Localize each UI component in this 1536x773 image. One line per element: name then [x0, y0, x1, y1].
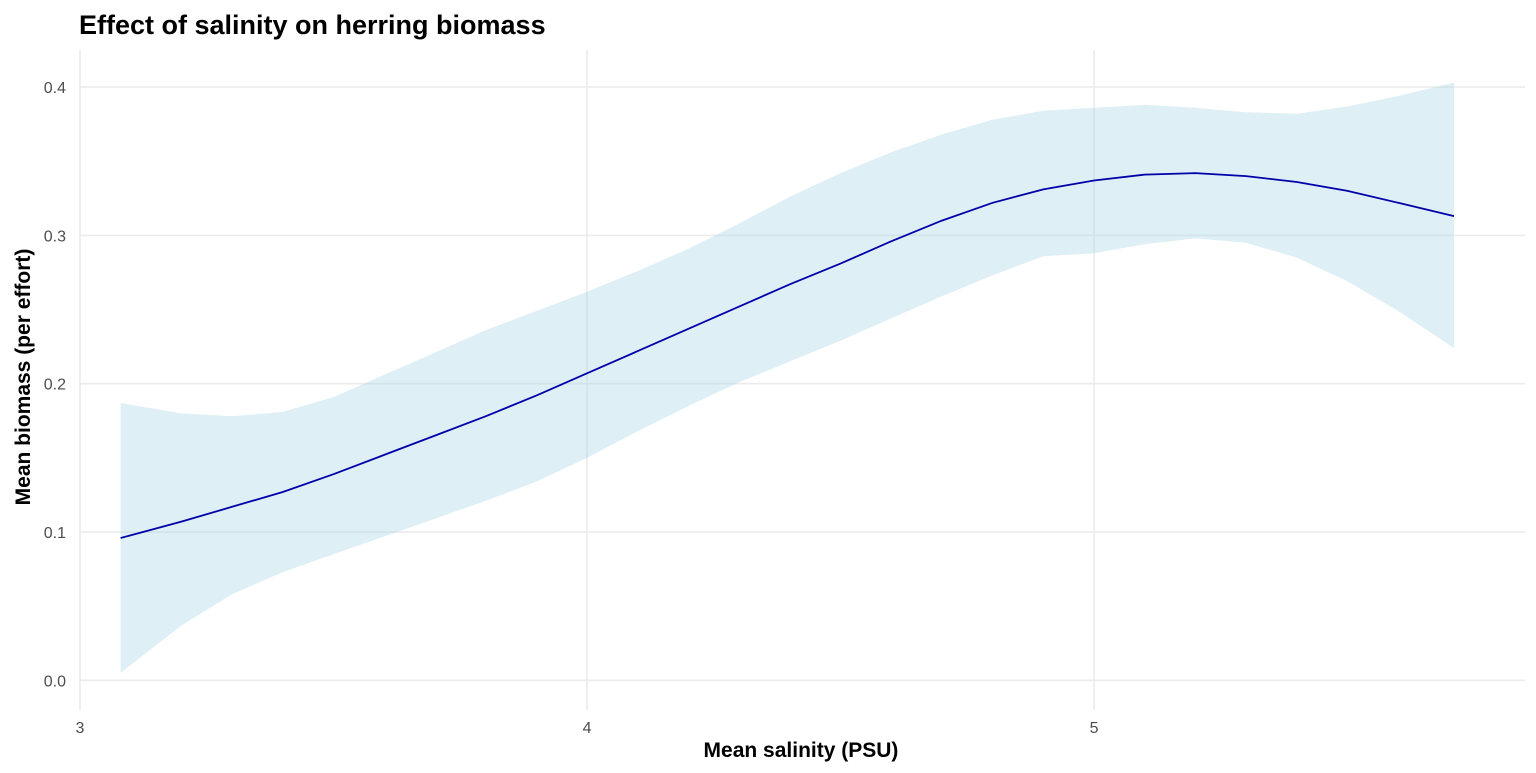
y-axis-title: Mean biomass (per effort) — [12, 249, 35, 506]
x-axis-title: Mean salinity (PSU) — [704, 739, 899, 762]
x-tick-label: 3 — [76, 720, 85, 737]
confidence-ribbon — [120, 82, 1455, 673]
x-axis-ticks: 3 4 5 — [76, 720, 1099, 737]
y-tick-label: 0.3 — [44, 228, 66, 245]
x-tick-label: 4 — [583, 720, 592, 737]
y-tick-label: 0.0 — [44, 673, 66, 690]
y-axis-ticks: 0.0 0.1 0.2 0.3 0.4 — [44, 80, 66, 690]
y-tick-label: 0.1 — [44, 525, 66, 542]
chart-title: Effect of salinity on herring biomass — [79, 10, 546, 40]
grid — [79, 50, 1525, 710]
y-tick-label: 0.2 — [44, 377, 66, 394]
x-tick-label: 5 — [1090, 720, 1099, 737]
y-tick-label: 0.4 — [44, 80, 66, 97]
fitted-line — [120, 172, 1455, 539]
